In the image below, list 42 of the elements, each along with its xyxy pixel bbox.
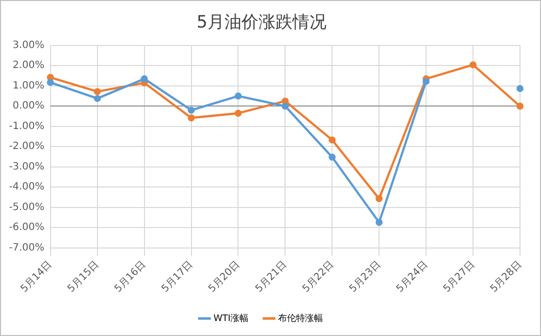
point [376,195,383,202]
point [94,94,101,102]
point [422,78,430,85]
x-tick-label: 5月17日 [160,259,196,295]
point [188,106,195,114]
y-tick-label: -5.00% [8,202,44,213]
y-tick-label: -7.00% [8,242,44,254]
point [46,78,54,86]
chart-title: 5月油价涨跌情况 [196,12,326,33]
point [328,154,336,161]
y-tick-label: -6.00% [8,222,44,234]
y-tick-label: -4.00% [8,182,44,193]
point [470,61,477,68]
y-tick-label: 3.00% [12,40,44,51]
point [328,136,336,144]
x-tick-label: 5月21日 [254,259,290,295]
point [234,92,242,100]
point [516,85,524,92]
point [282,102,289,110]
x-tick-label: 5月14日 [18,259,54,295]
x-tick-label: 5月22日 [300,259,336,295]
point [376,218,383,226]
y-tick-label: -2.00% [8,141,44,152]
x-tick-label: 5月23日 [348,259,384,295]
y-tick-label: 0.00% [12,100,44,112]
x-tick-label: 5月28日 [488,259,524,295]
x-tick-label: 5月20日 [206,259,242,295]
y-tick-label: 1.00% [12,80,44,92]
point [94,88,101,96]
point [516,102,524,110]
point [234,110,242,117]
y-tick-label: -1.00% [8,120,44,132]
x-tick-label: 5月27日 [442,259,477,295]
x-tick-label: 5月15日 [66,259,102,295]
point [188,114,195,122]
legend-label: WTI涨幅 [213,312,249,324]
y-tick-label: -3.00% [8,161,44,172]
y-tick-label: 2.00% [12,60,44,72]
legend-label: 布伦特涨幅 [278,312,324,324]
point [140,75,148,82]
x-tick-label: 5月16日 [112,259,148,295]
x-tick-label: 5月24日 [394,259,430,295]
